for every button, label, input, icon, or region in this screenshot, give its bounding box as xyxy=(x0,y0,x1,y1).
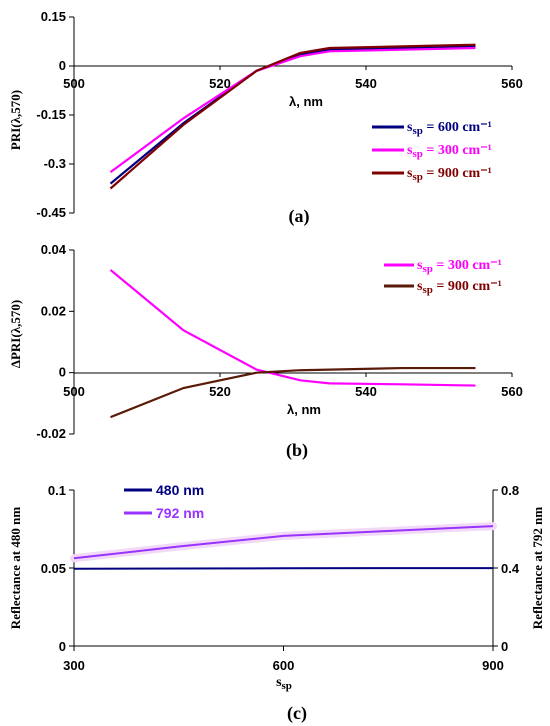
x-tick-label: 520 xyxy=(209,384,231,399)
x-tick-label: 900 xyxy=(482,658,504,673)
y-tick-label: -0.15 xyxy=(36,107,66,122)
x-axis-title: ssp xyxy=(276,675,292,692)
series-line-2 xyxy=(109,43,476,190)
x-tick-label: 600 xyxy=(273,658,295,673)
series-line-0 xyxy=(109,45,476,185)
x-tick-label: 560 xyxy=(501,384,523,399)
y-axis-title: Reflectance at 480 nm xyxy=(8,507,23,630)
x-tick-label: 500 xyxy=(63,384,85,399)
panel-a: 0.15 0 -0.15 -0.3 -0.45 500 520 540 560 λ, nm PRI(… xyxy=(8,9,523,227)
y2-axis-title: Reflectance at 792 nm xyxy=(530,507,545,630)
series-line-1 xyxy=(109,46,476,174)
legend-label-1: 792 nm xyxy=(156,505,204,521)
x-tick-label: 540 xyxy=(355,76,377,91)
x-tick-label: 560 xyxy=(501,76,523,91)
series-line-0 xyxy=(109,269,476,387)
y-tick-label: -0.45 xyxy=(36,205,66,220)
y-tick-label: 0.1 xyxy=(48,483,66,498)
x-tick-label: 500 xyxy=(63,76,85,91)
y-tick-label: -0.02 xyxy=(36,426,66,441)
panel-label: (c) xyxy=(287,703,307,724)
y2-tick-label: 0.4 xyxy=(501,561,520,576)
panel-label: (a) xyxy=(289,206,310,227)
legend-label-2: ssp = 900 cm⁻¹ xyxy=(407,166,492,183)
series-line-1 xyxy=(110,366,476,419)
legend-label-1: ssp = 900 cm⁻¹ xyxy=(417,279,502,296)
panel-c: 0.1 0.05 0 0.8 0.4 0 300 600 900 ssp Reflectance a… xyxy=(8,482,545,724)
y2-tick-label: 0.8 xyxy=(501,483,519,498)
y-tick-label: 0 xyxy=(59,365,66,380)
x-tick-label: 540 xyxy=(355,384,377,399)
x-axis-title: λ, nm xyxy=(287,402,321,417)
legend-label-1: ssp = 300 cm⁻¹ xyxy=(407,143,492,160)
series-line-0 xyxy=(73,567,493,570)
y-tick-label: 0 xyxy=(59,639,66,654)
legend-label-0: ssp = 300 cm⁻¹ xyxy=(417,258,502,275)
x-tick-label: 520 xyxy=(209,76,231,91)
y-tick-label: 0 xyxy=(59,58,66,73)
y-tick-label: 0.05 xyxy=(41,561,66,576)
y-axis-title: PRI(λ,570) xyxy=(8,90,23,150)
y-tick-label: 0.15 xyxy=(41,9,66,24)
panel-b: 0.04 0.02 0 -0.02 500 520 540 560 λ, nm ΔPRI(λ,57… xyxy=(8,242,523,461)
legend-label-0: 480 nm xyxy=(156,482,204,498)
legend-label-0: ssp = 600 cm⁻¹ xyxy=(407,120,492,137)
y-tick-label: -0.3 xyxy=(44,156,66,171)
x-tick-label: 300 xyxy=(63,658,85,673)
y-tick-label: 0.04 xyxy=(41,242,67,257)
series-halo-1 xyxy=(70,522,497,563)
panel-label: (b) xyxy=(286,440,308,461)
x-axis-title: λ, nm xyxy=(289,94,323,109)
y-axis-title: ΔPRI(λ,570) xyxy=(8,300,23,368)
y2-tick-label: 0 xyxy=(501,639,508,654)
series-line-1 xyxy=(73,525,494,560)
y-tick-label: 0.02 xyxy=(41,303,66,318)
